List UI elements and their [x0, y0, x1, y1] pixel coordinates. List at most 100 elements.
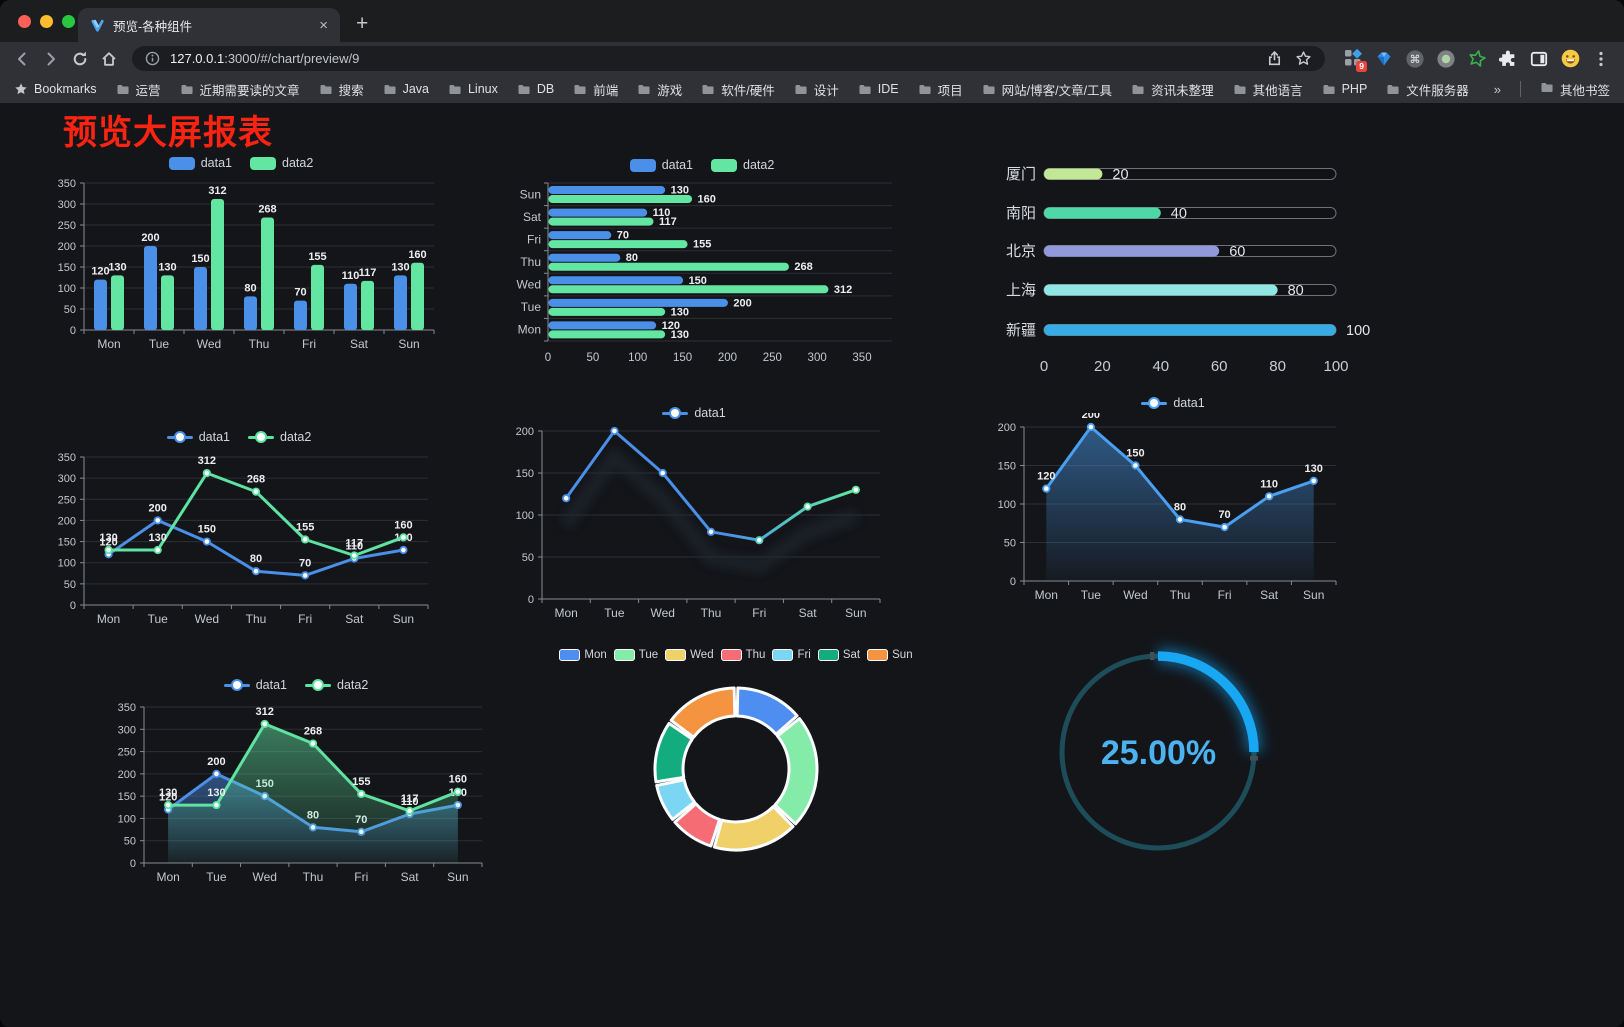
legend-item-data2[interactable]: data2	[305, 678, 368, 692]
legend-item-Sun[interactable]: Sun	[867, 649, 913, 661]
legend-line-marker-icon	[166, 431, 193, 444]
menu-dots-icon[interactable]	[1590, 48, 1612, 70]
bookmark-folder[interactable]: IDE	[858, 82, 899, 96]
legend-item-data2[interactable]: data2	[248, 430, 311, 444]
bookmark-folder[interactable]: 文件服务器	[1386, 80, 1469, 99]
c8-plot	[653, 686, 819, 852]
legend-item-data1[interactable]: data1	[629, 158, 693, 172]
svg-text:300: 300	[58, 473, 76, 485]
legend-item-data1[interactable]: data1	[662, 406, 726, 420]
svg-text:130: 130	[207, 787, 225, 799]
side-panel-icon[interactable]	[1528, 48, 1550, 70]
svg-text:130: 130	[108, 261, 126, 273]
share-icon[interactable]	[1264, 49, 1284, 69]
command-circle-icon[interactable]: ⌘	[1404, 48, 1426, 70]
new-tab-button[interactable]: +	[356, 12, 369, 35]
bookmark-folder[interactable]: 其他语言	[1233, 80, 1303, 99]
bookmarks-root[interactable]: Bookmarks	[14, 82, 97, 96]
active-tab[interactable]: 预览-各种组件 ×	[78, 8, 340, 42]
legend-item-Thu[interactable]: Thu	[720, 649, 765, 661]
emoji-icon[interactable]	[1559, 48, 1581, 70]
bookmark-folder-label: 网站/博客/文章/工具	[1001, 83, 1113, 98]
svg-text:300: 300	[118, 724, 136, 736]
svg-text:Thu: Thu	[1170, 588, 1191, 602]
svg-text:0: 0	[545, 352, 551, 364]
bookmarks-overflow-chevron[interactable]: »	[1493, 81, 1501, 97]
bookmark-folder[interactable]: 运营	[116, 80, 161, 99]
bookmark-folder[interactable]: 游戏	[637, 80, 682, 99]
bookmark-folder-label: 近期需要读的文章	[199, 83, 300, 98]
puzzle-icon[interactable]	[1497, 48, 1519, 70]
url-bar[interactable]: 127.0.0.1:3000/#/chart/preview/9	[132, 46, 1325, 71]
bookmark-folder[interactable]: 资讯未整理	[1131, 80, 1214, 99]
gem-icon[interactable]	[1373, 48, 1395, 70]
legend-item-Sat[interactable]: Sat	[817, 649, 860, 661]
folder-icon	[181, 84, 193, 94]
folder-icon	[117, 84, 129, 94]
minimize-window-button[interactable]	[40, 15, 53, 28]
svg-text:130: 130	[149, 532, 167, 544]
bookmark-folder[interactable]: DB	[517, 82, 554, 96]
legend-item-Fri[interactable]: Fri	[772, 649, 811, 661]
record-circle-icon[interactable]	[1435, 48, 1457, 70]
reload-icon[interactable]	[70, 49, 90, 69]
legend-item-Wed[interactable]: Wed	[665, 649, 714, 661]
green-star-icon[interactable]	[1466, 48, 1488, 70]
svg-text:130: 130	[158, 261, 176, 273]
bookmarks-label: Bookmarks	[34, 82, 97, 96]
bookmark-folder-label: 搜索	[338, 83, 364, 98]
legend-item-Mon[interactable]: Mon	[559, 649, 607, 661]
forward-icon[interactable]	[41, 49, 61, 69]
legend-item-data1[interactable]: data1	[223, 678, 287, 692]
page-title: 预览大屏报表	[63, 114, 273, 152]
bookmark-folder[interactable]: 前端	[573, 80, 618, 99]
legend: Mon Tue Wed Thu Fri Sat Sun	[552, 647, 920, 663]
bookmark-folder[interactable]: 网站/博客/文章/工具	[982, 80, 1112, 99]
back-icon[interactable]	[12, 49, 32, 69]
svg-text:Sat: Sat	[523, 210, 542, 224]
svg-text:50: 50	[64, 304, 76, 316]
bookmark-folder[interactable]: 近期需要读的文章	[180, 80, 300, 99]
tab-close-icon[interactable]: ×	[319, 16, 328, 34]
svg-text:50: 50	[124, 836, 136, 848]
legend-label: data1	[661, 158, 693, 172]
legend-item-data2[interactable]: data2	[711, 158, 774, 172]
bookmark-folder-label: 游戏	[657, 83, 683, 98]
bookmark-folder[interactable]: Linux	[448, 82, 498, 96]
bookmark-star-icon[interactable]	[1293, 49, 1313, 69]
close-window-button[interactable]	[18, 15, 31, 28]
extensions-grid-icon[interactable]: 9	[1342, 48, 1367, 72]
legend-item-Tue[interactable]: Tue	[613, 649, 658, 661]
svg-text:268: 268	[794, 261, 812, 273]
bookmark-folder[interactable]: 搜索	[319, 80, 364, 99]
legend-label: Sun	[892, 649, 913, 661]
legend-line-marker-icon	[248, 431, 274, 444]
svg-text:200: 200	[58, 515, 76, 527]
other-bookmarks[interactable]: 其他书签	[1540, 80, 1610, 99]
svg-text:70: 70	[617, 230, 629, 242]
bookmark-folder[interactable]: 设计	[794, 80, 839, 99]
bookmark-folder[interactable]: 软件/硬件	[701, 80, 775, 99]
svg-text:Fri: Fri	[1218, 588, 1232, 602]
folder-icon	[859, 84, 871, 94]
legend-item-data1[interactable]: data1	[168, 156, 232, 170]
svg-text:155: 155	[296, 521, 314, 533]
legend-item-data1[interactable]: data1	[166, 430, 230, 444]
legend-item-data1[interactable]: data1	[1141, 396, 1205, 410]
bookmark-folder-label: 文件服务器	[1406, 83, 1469, 98]
svg-text:150: 150	[1126, 448, 1144, 460]
svg-text:0: 0	[528, 594, 534, 606]
bookmark-folder[interactable]: 项目	[918, 80, 963, 99]
svg-text:312: 312	[834, 284, 852, 296]
bookmark-folder[interactable]: PHP	[1322, 82, 1367, 96]
legend-item-data2[interactable]: data2	[250, 156, 313, 170]
svg-text:Tue: Tue	[206, 870, 227, 884]
bookmark-folder[interactable]: Java	[383, 82, 429, 96]
maximize-window-button[interactable]	[62, 15, 75, 28]
bookmark-folder-label: 资讯未整理	[1151, 83, 1214, 98]
home-icon[interactable]	[99, 49, 119, 69]
svg-text:Thu: Thu	[303, 870, 324, 884]
svg-text:100: 100	[516, 510, 534, 522]
svg-text:50: 50	[1004, 538, 1016, 550]
site-info-icon[interactable]	[144, 50, 161, 67]
